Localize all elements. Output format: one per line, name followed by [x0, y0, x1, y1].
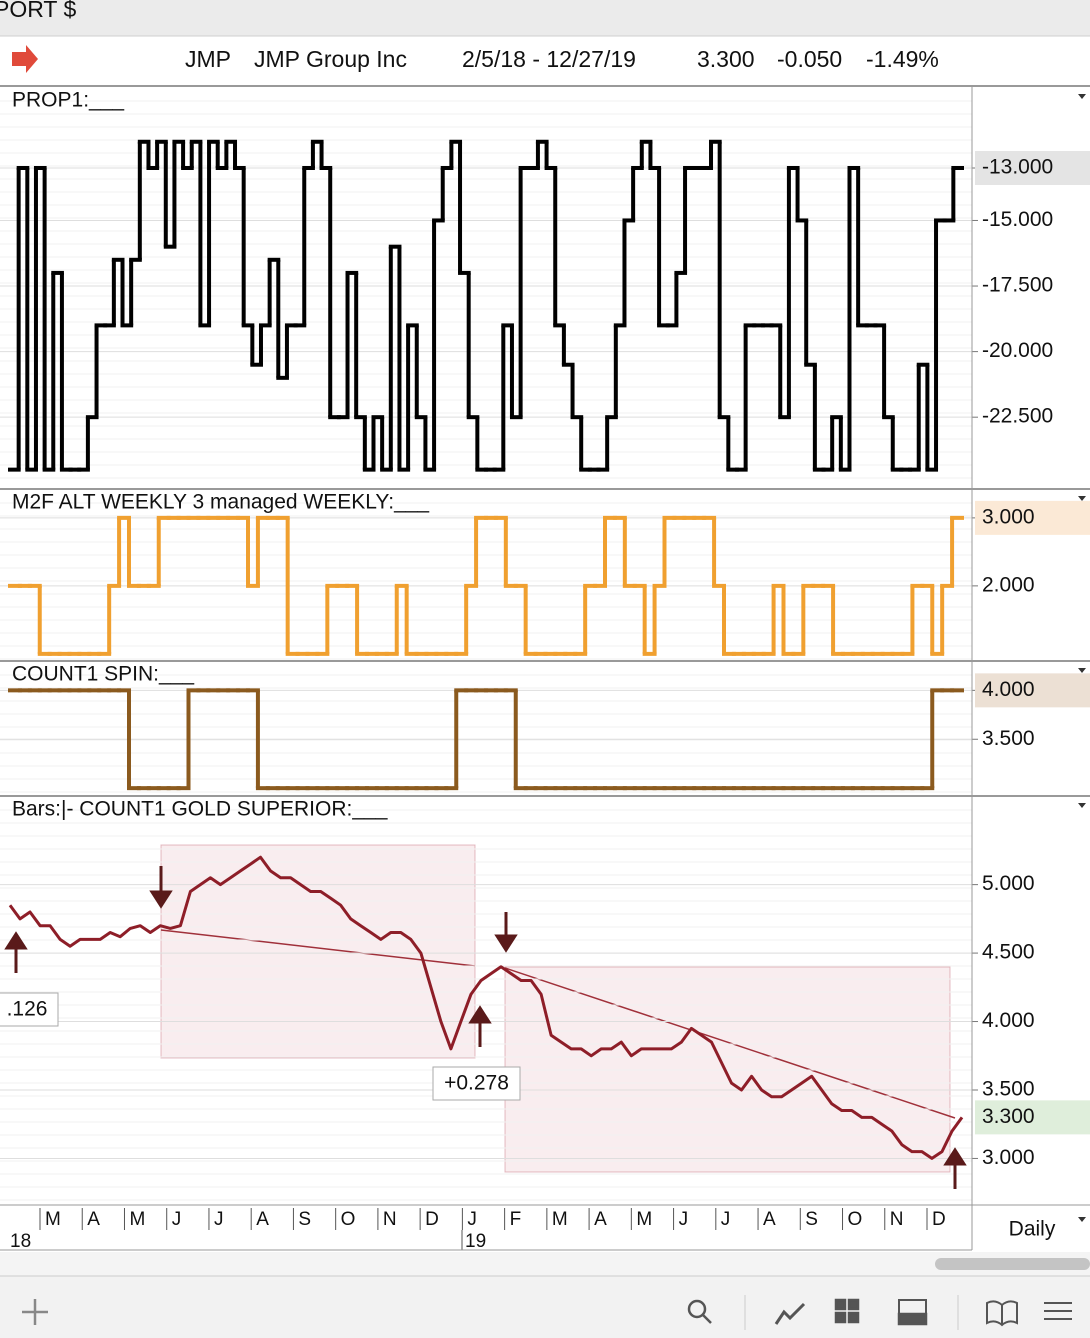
- x-tick-label: O: [848, 1209, 863, 1230]
- y-tick-label: 4.000: [982, 1009, 1035, 1032]
- layout-cell: [847, 1298, 860, 1311]
- window-title: PORT $: [0, 0, 76, 22]
- x-tick-label: A: [594, 1209, 607, 1230]
- company-name: JMP Group Inc: [254, 46, 407, 72]
- trade-zone: [160, 844, 476, 1059]
- y-tick-label: 3.500: [982, 727, 1035, 750]
- y-tick-label: 5.000: [982, 872, 1035, 895]
- sell-arrow-head: [494, 934, 518, 953]
- interval-selector[interactable]: Daily: [1009, 1218, 1056, 1241]
- panel-fill: [897, 1312, 928, 1326]
- y-tick-label: -13.000: [982, 156, 1053, 179]
- panel-title: PROP1:___: [12, 89, 124, 112]
- toolbar: [0, 1276, 1090, 1338]
- scroll-track: [0, 1252, 1090, 1276]
- percent-change: -1.49%: [866, 46, 939, 72]
- y-tick-label: 3.000: [982, 505, 1035, 528]
- x-tick-label: D: [932, 1209, 946, 1230]
- x-tick-label: S: [805, 1209, 818, 1230]
- x-tick-label: M: [129, 1209, 145, 1230]
- y-tick-label: 3.000: [982, 1146, 1035, 1169]
- panel-menu-icon[interactable]: [1078, 496, 1086, 501]
- last-value-box: [975, 1100, 1090, 1135]
- highlight-box: [975, 500, 1090, 535]
- x-tick-label: F: [510, 1209, 522, 1230]
- price-change: -0.050: [777, 46, 842, 72]
- last-value-label: 3.300: [982, 1105, 1035, 1128]
- y-tick-label: -22.500: [982, 405, 1053, 428]
- buy-arrow-head: [468, 1005, 492, 1024]
- title-bar: [0, 0, 1090, 36]
- x-tick-label: N: [383, 1209, 397, 1230]
- layout-cell: [847, 1311, 860, 1324]
- y-tick-label: 4.000: [982, 678, 1035, 701]
- x-tick-label: J: [721, 1209, 731, 1230]
- last-price: 3.300: [697, 46, 755, 72]
- trade-result-box: [0, 992, 59, 1027]
- x-tick-label: M: [45, 1209, 61, 1230]
- search-button-handle: [702, 1314, 712, 1324]
- chart-style-button[interactable]: [774, 1302, 806, 1325]
- x-tick-label: M: [636, 1209, 652, 1230]
- highlight-box: [975, 673, 1090, 708]
- x-tick-label: J: [214, 1209, 224, 1230]
- x-tick-label: A: [763, 1209, 776, 1230]
- panel-title: M2F ALT WEEKLY 3 managed WEEKLY:___: [12, 491, 429, 514]
- panel-title: Bars:|- COUNT1 GOLD SUPERIOR:___: [12, 798, 388, 821]
- y-tick-label: 4.500: [982, 941, 1035, 964]
- y-tick-label: 3.500: [982, 1078, 1035, 1101]
- notes-button[interactable]: [986, 1300, 1018, 1327]
- y-tick-label: -15.000: [982, 208, 1053, 231]
- scrollbar[interactable]: [935, 1258, 1090, 1270]
- panel-menu-icon[interactable]: [1078, 94, 1086, 99]
- symbol: JMP: [185, 46, 231, 72]
- x-tick-label: O: [341, 1209, 356, 1230]
- y-tick-label: -17.500: [982, 274, 1053, 297]
- signal-arrows: [4, 866, 967, 1189]
- link-arrow-icon[interactable]: [12, 45, 38, 73]
- search-button[interactable]: [687, 1299, 707, 1319]
- panel-title: COUNT1 SPIN:___: [12, 663, 194, 686]
- y-tick-label: -20.000: [982, 339, 1053, 362]
- layout-cell: [834, 1311, 847, 1324]
- trend-line: [504, 967, 956, 1119]
- panel-menu-icon[interactable]: [1078, 668, 1086, 673]
- year-label: 18: [10, 1231, 31, 1252]
- x-tick-label: J: [467, 1209, 477, 1230]
- dropdown-icon[interactable]: [1078, 1217, 1086, 1222]
- layout-button[interactable]: [834, 1298, 847, 1311]
- year-label: 19: [465, 1231, 486, 1252]
- x-tick-label: J: [172, 1209, 182, 1230]
- trade-result: .126: [7, 998, 48, 1021]
- trade-result: +0.278: [444, 1072, 509, 1095]
- add-button[interactable]: [22, 1299, 48, 1325]
- y-tick-label: 2.000: [982, 573, 1035, 596]
- trade-result-box: [432, 1066, 521, 1101]
- x-tick-label: N: [890, 1209, 904, 1230]
- panel-menu-icon[interactable]: [1078, 803, 1086, 808]
- x-tick-label: A: [87, 1209, 100, 1230]
- menu-button[interactable]: [1044, 1302, 1072, 1320]
- x-tick-label: M: [552, 1209, 568, 1230]
- x-tick-label: D: [425, 1209, 439, 1230]
- price-line: [8, 855, 964, 1160]
- buy-arrow-head: [4, 931, 28, 950]
- highlight-box: [975, 151, 1090, 185]
- date-range: 2/5/18 - 12/27/19: [462, 46, 636, 72]
- x-tick-label: J: [679, 1209, 689, 1230]
- x-tick-label: A: [256, 1209, 269, 1230]
- sell-arrow-head: [149, 890, 173, 909]
- buy-arrow-head: [943, 1147, 967, 1166]
- x-tick-label: S: [298, 1209, 311, 1230]
